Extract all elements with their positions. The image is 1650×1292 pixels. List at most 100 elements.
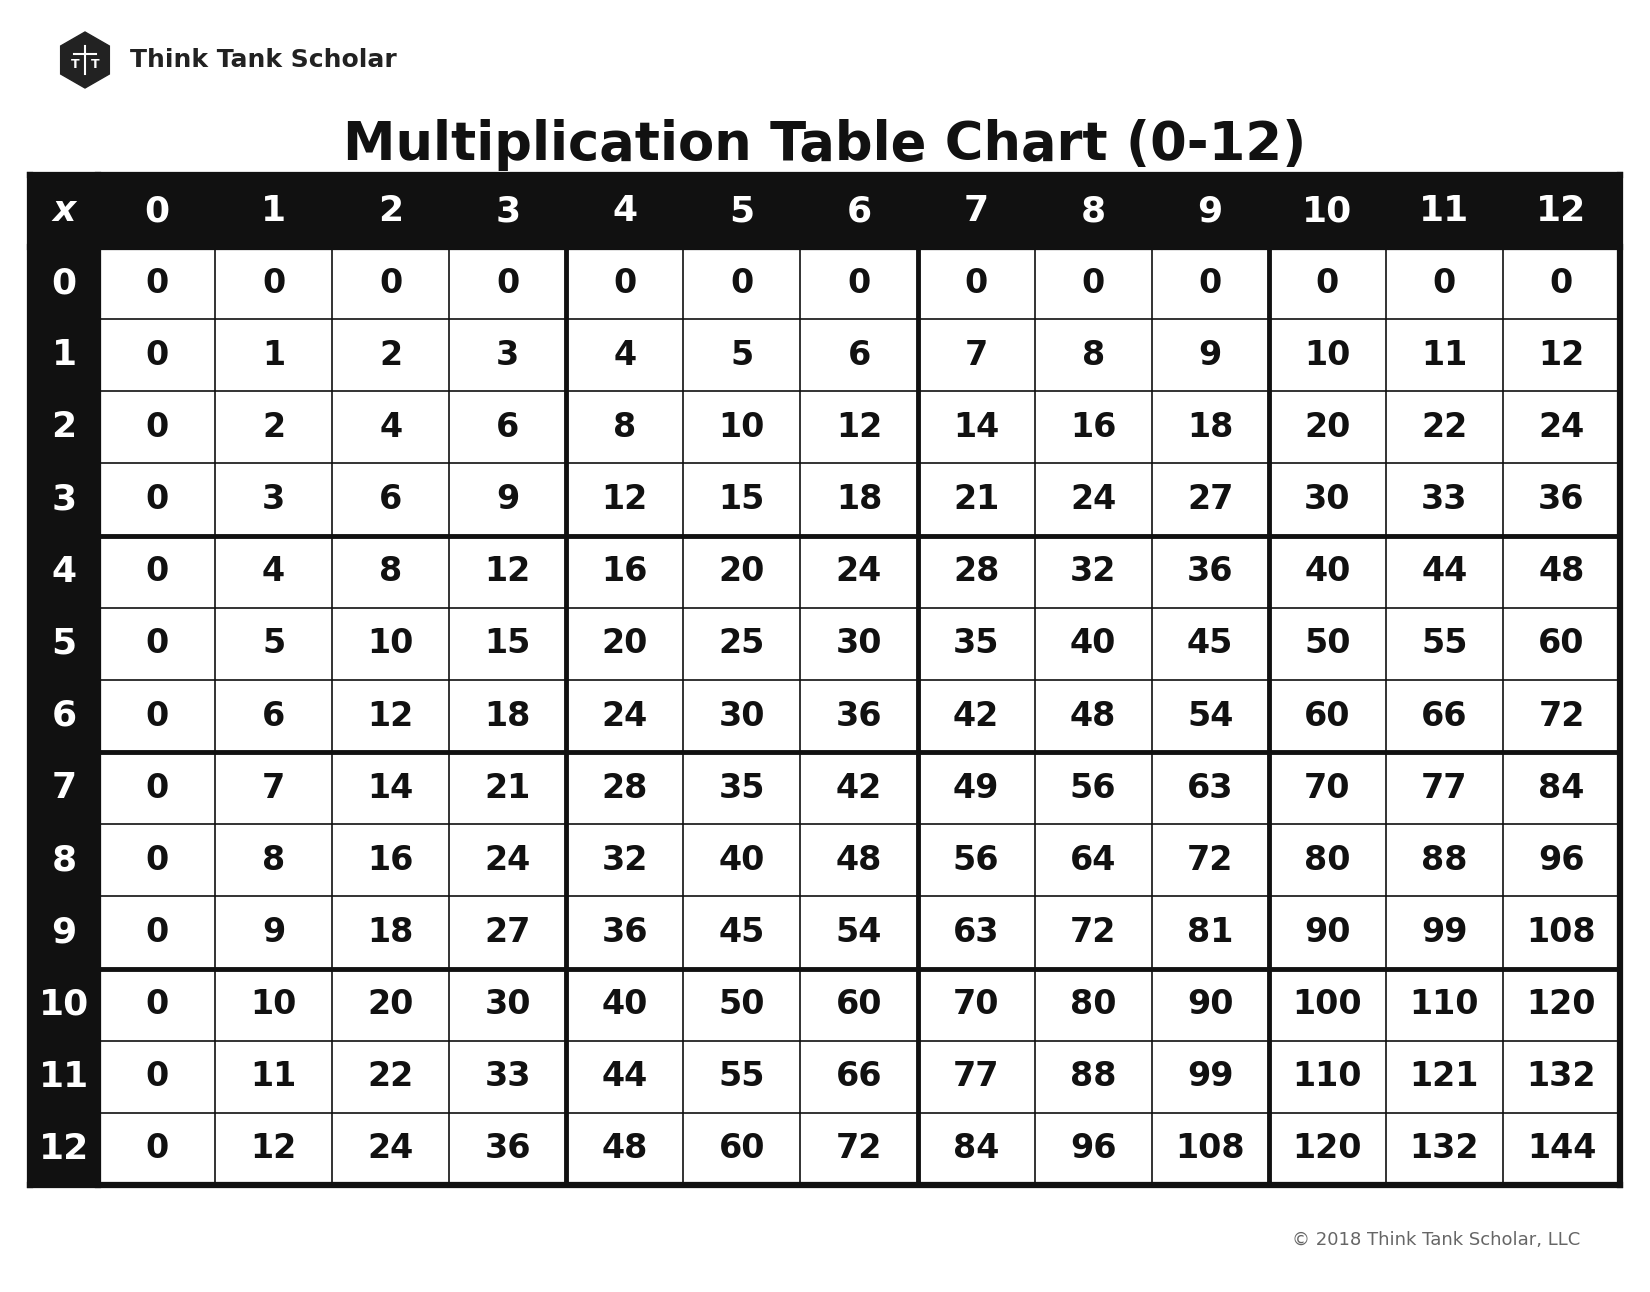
Bar (449, 897, 566, 969)
Text: 10: 10 (1302, 194, 1353, 227)
Bar (683, 607, 800, 680)
Text: 18: 18 (1186, 411, 1234, 444)
Bar (1035, 897, 1152, 969)
Text: 66: 66 (837, 1061, 883, 1093)
Bar (214, 680, 332, 752)
Bar (449, 1040, 566, 1112)
Text: 20: 20 (602, 628, 648, 660)
Bar (1152, 1040, 1269, 1112)
Text: 10: 10 (719, 411, 766, 444)
Text: 72: 72 (1186, 844, 1234, 877)
Text: 5: 5 (729, 194, 754, 227)
Text: 30: 30 (485, 988, 531, 1021)
Text: 50: 50 (719, 988, 766, 1021)
Text: 72: 72 (837, 1132, 883, 1165)
Bar (1035, 536, 1152, 607)
Text: 11: 11 (1419, 194, 1470, 227)
Bar (1386, 752, 1503, 824)
Text: 99: 99 (1186, 1061, 1234, 1093)
Text: 36: 36 (485, 1132, 531, 1165)
Text: 0: 0 (145, 988, 168, 1021)
Bar (1269, 247, 1386, 319)
Text: 108: 108 (1526, 916, 1596, 948)
Bar (1503, 607, 1620, 680)
Bar (332, 969, 449, 1040)
Bar (917, 391, 1035, 464)
Text: 45: 45 (1186, 628, 1234, 660)
Text: 66: 66 (1421, 699, 1467, 733)
Bar (97, 752, 214, 824)
Bar (800, 391, 917, 464)
Bar (1035, 319, 1152, 391)
Text: 121: 121 (1409, 1061, 1478, 1093)
Text: 24: 24 (485, 844, 531, 877)
Bar (917, 752, 1035, 824)
Text: 35: 35 (952, 628, 1000, 660)
Bar (683, 969, 800, 1040)
Bar (97, 680, 214, 752)
Bar (1035, 391, 1152, 464)
Bar (30, 1040, 97, 1112)
Text: 70: 70 (952, 988, 1000, 1021)
Text: 100: 100 (1292, 988, 1363, 1021)
Bar (332, 464, 449, 536)
Bar (1035, 247, 1152, 319)
Bar (1503, 536, 1620, 607)
Bar (1386, 897, 1503, 969)
Bar (1269, 680, 1386, 752)
Bar (449, 319, 566, 391)
Text: 27: 27 (1186, 483, 1234, 516)
Bar (449, 536, 566, 607)
Text: 77: 77 (1421, 771, 1467, 805)
Text: 6: 6 (51, 699, 76, 733)
Bar (97, 319, 214, 391)
Bar (332, 897, 449, 969)
Bar (566, 536, 683, 607)
Bar (683, 536, 800, 607)
Bar (683, 247, 800, 319)
Bar (566, 247, 683, 319)
Text: 8: 8 (380, 556, 403, 588)
Text: 48: 48 (602, 1132, 648, 1165)
Bar (566, 319, 683, 391)
Bar (917, 969, 1035, 1040)
Bar (1152, 247, 1269, 319)
Text: 63: 63 (952, 916, 1000, 948)
Bar (1503, 824, 1620, 897)
Bar (1503, 897, 1620, 969)
Bar (1386, 607, 1503, 680)
Bar (1269, 969, 1386, 1040)
Bar (30, 1112, 97, 1185)
Text: 0: 0 (145, 628, 168, 660)
Text: 24: 24 (1071, 483, 1117, 516)
Text: 30: 30 (1304, 483, 1351, 516)
Text: 60: 60 (837, 988, 883, 1021)
Bar (1152, 464, 1269, 536)
Text: Think Tank Scholar: Think Tank Scholar (130, 48, 396, 72)
Text: x: x (53, 194, 76, 227)
Text: 36: 36 (837, 699, 883, 733)
Bar (332, 247, 449, 319)
Text: 44: 44 (602, 1061, 648, 1093)
Bar (917, 536, 1035, 607)
Bar (1386, 247, 1503, 319)
Text: 24: 24 (368, 1132, 414, 1165)
Text: 22: 22 (368, 1061, 414, 1093)
Bar (30, 969, 97, 1040)
Bar (1269, 607, 1386, 680)
Text: 88: 88 (1069, 1061, 1117, 1093)
Bar (800, 969, 917, 1040)
Bar (1152, 969, 1269, 1040)
Bar (1503, 680, 1620, 752)
Bar (30, 174, 1620, 247)
Bar (917, 319, 1035, 391)
Text: 2: 2 (262, 411, 285, 444)
Bar (800, 1112, 917, 1185)
Bar (1386, 969, 1503, 1040)
Text: 0: 0 (145, 556, 168, 588)
Bar (97, 897, 214, 969)
Bar (800, 247, 917, 319)
Text: 11: 11 (251, 1061, 297, 1093)
Bar (683, 1040, 800, 1112)
Text: 35: 35 (719, 771, 766, 805)
